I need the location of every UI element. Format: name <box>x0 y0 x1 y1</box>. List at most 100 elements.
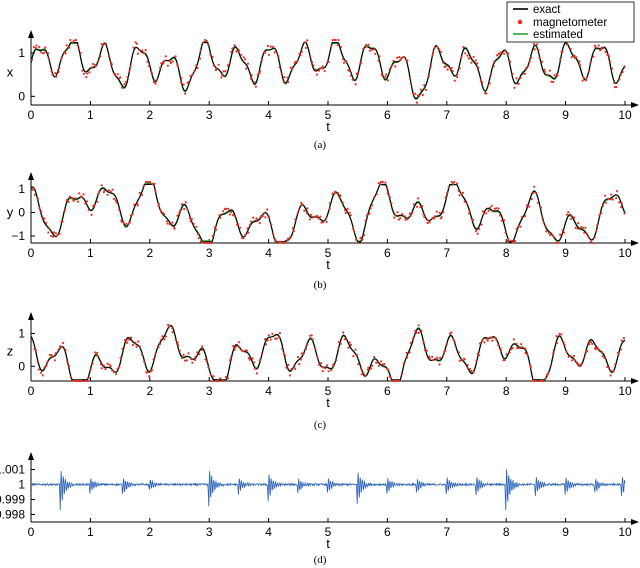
magnetometer-point <box>551 233 554 236</box>
magnetometer-point <box>339 194 342 197</box>
magnetometer-point <box>94 64 97 68</box>
magnetometer-point <box>195 225 198 228</box>
magnetometer-point <box>278 66 281 69</box>
magnetometer-point <box>389 376 393 379</box>
magnetometer-point <box>111 188 114 191</box>
magnetometer-point <box>393 216 396 219</box>
magnetometer-point <box>465 202 468 206</box>
magnetometer-point <box>620 339 623 342</box>
magnetometer-point <box>445 65 448 68</box>
x-tick-label: 2 <box>146 384 153 398</box>
magnetometer-point <box>298 208 301 211</box>
magnetometer-point <box>485 92 488 95</box>
magnetometer-point <box>215 379 218 383</box>
magnetometer-point <box>556 74 559 77</box>
magnetometer-point <box>360 61 363 64</box>
magnetometer-point <box>144 180 148 184</box>
magnetometer-point <box>375 193 378 196</box>
magnetometer-point <box>348 341 351 344</box>
magnetometer-point <box>613 81 616 85</box>
magnetometer-point <box>339 342 342 345</box>
magnetometer-point <box>467 212 471 215</box>
magnetometer-point <box>394 214 397 217</box>
magnetometer-point <box>520 343 523 346</box>
magnetometer-point <box>51 235 55 238</box>
x-tick-label: 3 <box>206 384 213 398</box>
magnetometer-point <box>586 349 589 352</box>
magnetometer-point <box>226 377 230 380</box>
magnetometer-point <box>528 205 531 208</box>
magnetometer-point <box>588 343 591 346</box>
magnetometer-point <box>254 85 257 88</box>
magnetometer-point <box>58 232 61 235</box>
magnetometer-point <box>267 215 270 218</box>
magnetometer-point <box>118 365 121 368</box>
magnetometer-point <box>527 65 530 68</box>
magnetometer-point <box>476 352 479 355</box>
magnetometer-point <box>58 67 61 70</box>
magnetometer-point <box>353 230 356 233</box>
magnetometer-point <box>110 63 113 66</box>
magnetometer-point <box>610 369 613 372</box>
magnetometer-point <box>38 206 41 210</box>
magnetometer-point <box>116 367 119 370</box>
magnetometer-point <box>584 79 588 82</box>
magnetometer-point <box>209 53 212 56</box>
x-tick-label: 1 <box>87 246 94 260</box>
magnetometer-point <box>512 338 516 341</box>
magnetometer-point <box>287 363 290 367</box>
magnetometer-point <box>294 60 297 64</box>
magnetometer-point <box>381 180 384 184</box>
magnetometer-point <box>107 55 111 58</box>
x-tick-label: 7 <box>443 525 450 539</box>
magnetometer-point <box>365 45 368 48</box>
magnetometer-point <box>468 210 471 213</box>
magnetometer-point <box>152 80 155 83</box>
magnetometer-point <box>277 55 280 58</box>
magnetometer-point <box>48 353 52 357</box>
magnetometer-point <box>453 340 456 343</box>
magnetometer-point <box>228 213 231 216</box>
magnetometer-point <box>552 349 555 352</box>
magnetometer-point <box>237 345 240 348</box>
magnetometer-point <box>143 360 146 363</box>
magnetometer-point <box>119 76 122 79</box>
x-tick-label: 9 <box>562 525 569 539</box>
magnetometer-point <box>547 371 550 374</box>
magnetometer-point <box>314 347 317 351</box>
magnetometer-point <box>249 223 252 226</box>
x-tick-label: 3 <box>206 525 213 539</box>
magnetometer-point <box>534 191 538 194</box>
magnetometer-point <box>189 220 192 223</box>
magnetometer-point <box>482 212 486 215</box>
magnetometer-point <box>445 342 449 345</box>
magnetometer-point <box>90 213 93 216</box>
magnetometer-point <box>516 347 519 350</box>
magnetometer-point <box>286 237 289 240</box>
magnetometer-point <box>99 363 102 366</box>
magnetometer-point <box>434 357 437 360</box>
magnetometer-point <box>597 44 600 47</box>
magnetometer-point <box>190 218 193 221</box>
magnetometer-point <box>98 190 101 193</box>
magnetometer-point <box>85 200 89 203</box>
magnetometer-point <box>474 59 477 62</box>
magnetometer-point <box>540 60 544 63</box>
magnetometer-point <box>509 60 512 64</box>
magnetometer-point <box>438 356 442 359</box>
magnetometer-point <box>228 62 231 65</box>
magnetometer-point <box>330 44 333 48</box>
magnetometer-point <box>103 189 106 192</box>
magnetometer-point <box>441 354 445 357</box>
magnetometer-point <box>578 60 581 63</box>
magnetometer-point <box>284 354 287 357</box>
magnetometer-point <box>423 215 426 218</box>
magnetometer-point <box>456 182 459 185</box>
magnetometer-point <box>96 354 99 358</box>
magnetometer-point <box>199 49 202 53</box>
magnetometer-point <box>142 52 146 55</box>
magnetometer-point <box>149 180 152 184</box>
magnetometer-point <box>368 49 372 52</box>
magnetometer-point <box>584 226 587 229</box>
magnetometer-point <box>550 80 553 83</box>
